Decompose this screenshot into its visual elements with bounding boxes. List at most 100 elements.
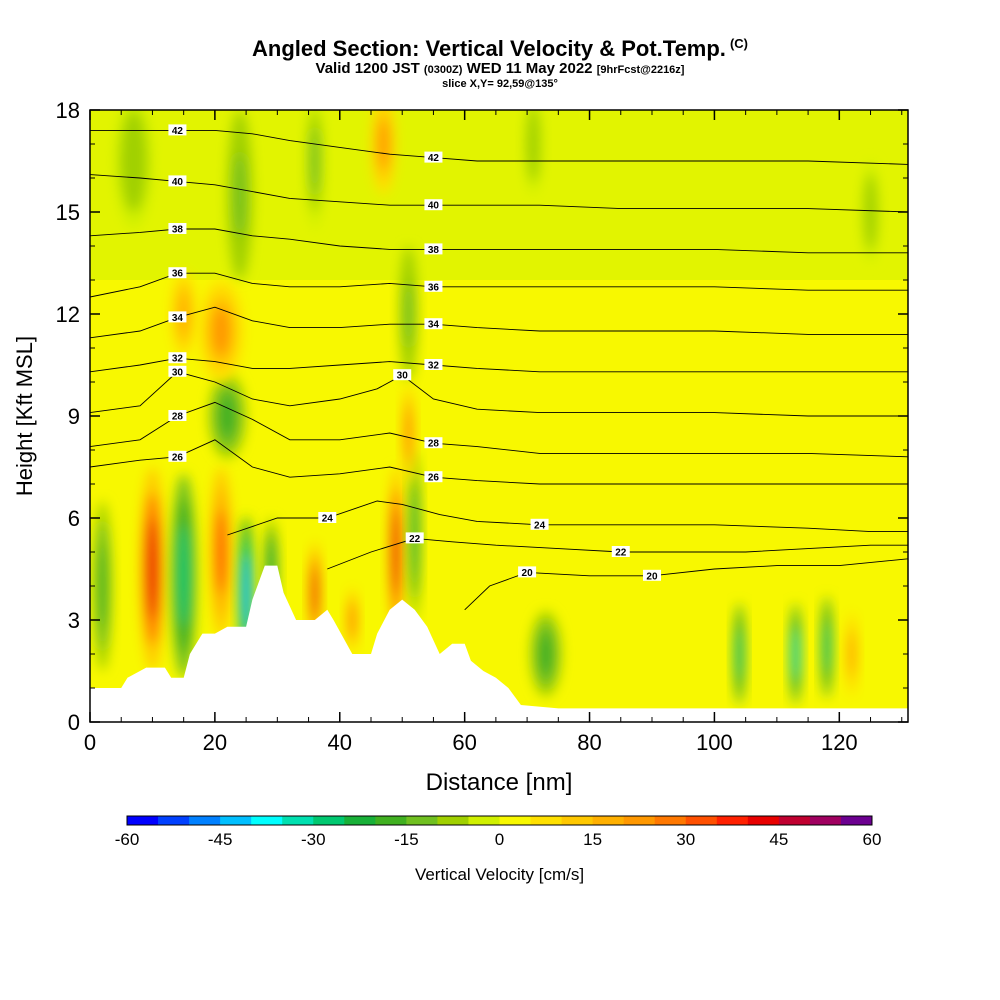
contour-label: 38: [428, 245, 440, 256]
colorbar-swatch: [840, 816, 873, 825]
velocity-cell-level: [529, 118, 538, 170]
valid-prefix: Valid 1200 JST: [315, 60, 420, 77]
colorbar-tick-label: -45: [208, 830, 233, 849]
velocity-cell: [210, 467, 233, 637]
chart-title-tag: (C): [729, 36, 748, 51]
colorbar-tick-label: 15: [583, 830, 602, 849]
contour-label-bg: [318, 512, 337, 523]
velocity-cell-level: [146, 518, 158, 620]
terrain: [90, 565, 908, 722]
colorbar-label: Vertical Velocity [cm/s]: [415, 865, 584, 884]
velocity-cell: [208, 373, 247, 459]
x-tick-label: 120: [821, 730, 858, 755]
x-tick-label: 80: [577, 730, 601, 755]
velocity-cell: [789, 603, 802, 705]
colorbar-tick-label: -30: [301, 830, 326, 849]
colorbar-swatch: [530, 816, 563, 825]
colorbar-swatch: [437, 816, 469, 825]
colorbar-swatch: [716, 816, 749, 825]
contour-label-bg: [424, 199, 443, 211]
contour-label-bg: [424, 471, 443, 483]
theta-contour: [90, 272, 908, 298]
contour-label: 36: [428, 282, 440, 293]
velocity-cell-level: [404, 280, 413, 348]
contour-labels: 20 20 22 22 24 24 26 26 28 28 30 30 32 32 34 34 36 36 38 38…: [168, 124, 661, 582]
colorbar-swatch: [251, 816, 283, 825]
velocity-cell: [227, 110, 253, 280]
colorbar-tick-label: 60: [863, 830, 882, 849]
contour-label: 24: [322, 514, 334, 525]
theta-contour: [90, 228, 908, 254]
contour-label: 42: [172, 126, 184, 137]
contour-label: 28: [428, 439, 440, 450]
velocity-cell: [199, 280, 243, 382]
contour-label: 30: [397, 371, 409, 382]
x-tick-label: 0: [84, 730, 96, 755]
chart-title: Angled Section: Vertical Velocity & Pot.…: [0, 36, 1000, 62]
contour-label-bg: [530, 518, 549, 530]
velocity-cell: [845, 611, 859, 697]
contour-label: 32: [172, 354, 184, 365]
x-axis-label: Distance [nm]: [426, 769, 573, 796]
velocity-cell: [733, 603, 746, 705]
velocity-cell-level: [178, 524, 190, 627]
contour-label-bg: [424, 437, 443, 449]
contour-label-bg: [168, 175, 187, 187]
contour-label: 22: [409, 534, 421, 545]
contour-label-bg: [611, 546, 630, 557]
colorbar-swatch: [561, 816, 594, 825]
contour-label-bg: [168, 311, 187, 323]
velocity-cell-level: [211, 305, 231, 357]
y-tick-label: 0: [68, 710, 80, 735]
colorbar-swatch: [158, 816, 190, 825]
velocity-cell-level: [216, 509, 226, 595]
velocity-cell: [523, 110, 543, 195]
valid-zulu: (0300Z): [423, 64, 463, 76]
contour-label-bg: [424, 280, 443, 292]
colorbar-tick-label: -60: [115, 830, 140, 849]
colorbar-swatch: [127, 816, 159, 825]
terrain-mask: [90, 565, 908, 722]
contour-label-bg: [393, 369, 412, 381]
velocity-cell-level: [98, 543, 107, 629]
theta-contour: [90, 174, 908, 213]
velocity-cell: [861, 161, 880, 263]
y-tick-label: 9: [68, 404, 80, 429]
contour-label-bg: [424, 243, 443, 255]
theta-contour: [90, 371, 908, 417]
colorbar-tick-label: 30: [676, 830, 695, 849]
velocity-cell-level: [312, 567, 318, 619]
y-tick-label: 15: [56, 200, 80, 225]
theta-contour: [90, 357, 908, 373]
y-tick-label: 12: [56, 302, 80, 327]
colorbar-tick-label: -15: [394, 830, 419, 849]
velocity-cell-level: [392, 509, 400, 595]
contour-label-bg: [168, 365, 187, 377]
upper-band: [90, 110, 908, 280]
valid-date: WED 11 May 2022: [466, 60, 593, 77]
velocity-cell: [402, 382, 415, 484]
velocity-cell: [114, 110, 153, 229]
contour-label-bg: [424, 318, 443, 330]
x-tick-label: 60: [452, 730, 476, 755]
contour-label: 40: [428, 201, 440, 212]
velocity-cell: [370, 110, 396, 195]
colorbar-swatch: [220, 816, 252, 825]
contour-label: 40: [172, 177, 184, 188]
contour-label: 38: [172, 225, 184, 236]
theta-contour: [90, 439, 908, 485]
velocity-cell-level: [792, 628, 799, 680]
velocity-cell: [139, 467, 165, 671]
velocity-cell-level: [405, 407, 412, 459]
contour-label: 24: [534, 520, 546, 531]
colorbar-swatch: [406, 816, 438, 825]
contour-label-bg: [168, 352, 187, 364]
contour-label-bg: [168, 267, 187, 279]
contour-label: 20: [646, 571, 658, 582]
contour-label: 42: [428, 153, 440, 164]
velocity-cell-level: [824, 621, 830, 673]
colorbar-tick-label: 0: [495, 830, 504, 849]
contour-label: 20: [522, 568, 534, 579]
